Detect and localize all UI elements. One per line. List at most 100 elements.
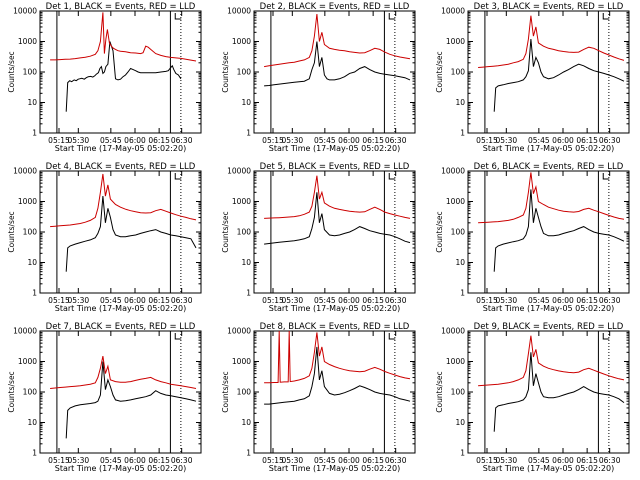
y-tick-label: 10000 <box>441 167 465 176</box>
y-tick-label: 100 <box>451 388 466 397</box>
x-tick-label: 05:15 <box>48 456 70 465</box>
x-tick-label: 06:00 <box>124 456 146 465</box>
y-tick-label: 1000 <box>232 357 251 366</box>
x-tick-label: 06:15 <box>576 136 598 145</box>
series-line-lld <box>478 15 625 68</box>
y-tick-label: 100 <box>23 68 38 77</box>
series-line-lld <box>50 12 197 62</box>
x-tick-label: 06:30 <box>599 296 621 305</box>
x-axis-label: Start Time (17-May-05 05:02:20) <box>483 464 614 473</box>
bracket-marker <box>174 173 182 180</box>
plot-panel-9: Det 9, BLACK = Events, RED = LLD 1 10 100 10… <box>435 322 630 473</box>
x-tick-label: 06:30 <box>385 296 407 305</box>
bracket-marker <box>602 13 610 20</box>
y-tick-label: 1000 <box>446 357 465 366</box>
series-line-events <box>264 41 411 87</box>
x-tick-label: 05:30 <box>282 136 304 145</box>
y-tick-label: 10 <box>27 418 37 427</box>
plot-frame <box>39 330 202 454</box>
y-tick-label: 1 <box>246 289 251 298</box>
x-axis-label: Start Time (17-May-05 05:02:20) <box>483 144 614 153</box>
series-line-lld <box>264 175 411 219</box>
y-tick-label: 1 <box>246 449 251 458</box>
y-tick-label: 100 <box>23 228 38 237</box>
x-tick-label: 06:15 <box>362 136 384 145</box>
x-tick-label: 05:45 <box>314 296 336 305</box>
y-tick-label: 10 <box>455 258 465 267</box>
y-tick-label: 10 <box>27 98 37 107</box>
y-tick-label: 10 <box>241 418 251 427</box>
plot-frame <box>467 330 630 454</box>
y-tick-label: 1000 <box>232 197 251 206</box>
x-tick-label: 06:15 <box>362 296 384 305</box>
y-tick-label: 100 <box>23 388 38 397</box>
x-tick-label: 05:45 <box>528 136 550 145</box>
plot-frame <box>467 10 630 134</box>
y-axis-label: Counts/sec <box>221 211 230 252</box>
x-tick-label: 06:00 <box>124 136 146 145</box>
y-tick-label: 1000 <box>232 37 251 46</box>
x-tick-label: 05:15 <box>476 456 498 465</box>
x-tick-label: 05:30 <box>68 296 90 305</box>
x-tick-label: 05:45 <box>528 296 550 305</box>
plot-title: Det 8, BLACK = Events, RED = LLD <box>260 322 410 332</box>
x-axis-label: Start Time (17-May-05 05:02:20) <box>483 304 614 313</box>
plot-title: Det 4, BLACK = Events, RED = LLD <box>46 162 196 172</box>
y-tick-label: 10000 <box>227 327 251 336</box>
y-axis-label: Counts/sec <box>7 371 16 412</box>
plot-title: Det 7, BLACK = Events, RED = LLD <box>46 322 196 332</box>
y-tick-label: 100 <box>237 68 252 77</box>
y-tick-label: 1000 <box>18 357 37 366</box>
bracket-marker <box>174 333 182 340</box>
y-tick-label: 100 <box>237 388 252 397</box>
y-tick-label: 100 <box>451 228 466 237</box>
plot-panel-2: Det 2, BLACK = Events, RED = LLD 1 10 100 10… <box>221 2 416 153</box>
x-tick-label: 06:30 <box>599 136 621 145</box>
y-axis-label: Counts/sec <box>7 51 16 92</box>
plot-title: Det 6, BLACK = Events, RED = LLD <box>474 162 624 172</box>
x-tick-label: 05:30 <box>282 456 304 465</box>
y-axis-label: Counts/sec <box>435 51 444 92</box>
y-tick-label: 10 <box>27 258 37 267</box>
plot-title: Det 9, BLACK = Events, RED = LLD <box>474 322 624 332</box>
y-tick-label: 10000 <box>441 7 465 16</box>
x-axis-label: Start Time (17-May-05 05:02:20) <box>269 144 400 153</box>
y-tick-label: 10 <box>241 98 251 107</box>
y-tick-label: 1 <box>32 449 37 458</box>
y-tick-label: 10 <box>455 418 465 427</box>
series-line-events <box>493 39 625 112</box>
y-tick-label: 1 <box>460 449 465 458</box>
y-tick-label: 1 <box>460 289 465 298</box>
y-tick-label: 10000 <box>13 327 37 336</box>
x-tick-label: 05:45 <box>314 136 336 145</box>
x-tick-label: 05:45 <box>528 456 550 465</box>
x-tick-label: 06:30 <box>171 456 193 465</box>
x-tick-label: 06:15 <box>148 456 170 465</box>
y-axis-label: Counts/sec <box>221 51 230 92</box>
plot-panel-7: Det 7, BLACK = Events, RED = LLD 1 10 100 10… <box>7 322 202 473</box>
x-tick-label: 05:45 <box>100 136 122 145</box>
y-tick-label: 1000 <box>446 197 465 206</box>
x-tick-label: 05:15 <box>476 136 498 145</box>
x-tick-label: 05:30 <box>68 136 90 145</box>
series-line-lld <box>264 13 411 68</box>
y-tick-label: 1000 <box>18 37 37 46</box>
x-tick-label: 06:15 <box>362 456 384 465</box>
x-tick-label: 05:15 <box>262 296 284 305</box>
x-tick-label: 06:00 <box>124 296 146 305</box>
y-tick-label: 10000 <box>13 167 37 176</box>
plot-frame <box>253 170 416 294</box>
plot-frame <box>467 170 630 294</box>
plot-title: Det 3, BLACK = Events, RED = LLD <box>474 2 624 12</box>
x-tick-label: 06:30 <box>599 456 621 465</box>
y-tick-label: 10000 <box>441 327 465 336</box>
x-tick-label: 05:15 <box>476 296 498 305</box>
plot-panel-1: Det 1, BLACK = Events, RED = LLD 1 10 100 10… <box>7 2 202 153</box>
x-tick-label: 05:30 <box>496 296 518 305</box>
y-tick-label: 1 <box>32 289 37 298</box>
x-tick-label: 06:30 <box>385 456 407 465</box>
x-axis-label: Start Time (17-May-05 05:02:20) <box>55 144 186 153</box>
x-tick-label: 06:00 <box>552 456 574 465</box>
series-line-events <box>65 196 197 272</box>
